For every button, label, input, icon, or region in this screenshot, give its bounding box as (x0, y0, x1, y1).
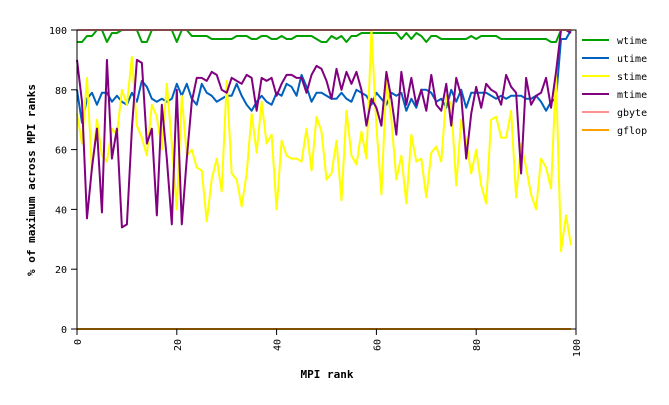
legend-label-mtime: mtime (617, 90, 647, 101)
y-tick-label: 40 (55, 205, 67, 216)
legend-label-stime: stime (617, 72, 647, 83)
series-line-wtime (77, 29, 572, 43)
y-tick-label: 100 (49, 26, 67, 37)
legend-label-gbyte: gbyte (617, 108, 647, 119)
x-tick-label: 100 (572, 339, 583, 357)
series-line-stime (76, 29, 572, 253)
legend-label-utime: utime (617, 54, 647, 65)
series-layer (76, 29, 572, 330)
legend-label-wtime: wtime (617, 36, 647, 47)
legend: wtime utime stime mtime gbyte gflop (582, 36, 647, 137)
x-tick-label: 0 (73, 339, 84, 345)
x-axis-label: MPI rank (301, 368, 354, 381)
y-tick-label: 0 (61, 325, 67, 336)
series-line-mtime (76, 29, 572, 229)
y-tick-label: 20 (55, 265, 67, 276)
y-tick-label: 60 (55, 146, 67, 157)
plot-frame (76, 29, 577, 330)
y-tick-label: 80 (55, 86, 67, 97)
series-line-utime (76, 29, 572, 124)
x-tick-label: 20 (173, 339, 184, 351)
x-tick-label: 60 (372, 339, 383, 351)
y-axis-label: % of maximum across MPI ranks (25, 84, 38, 276)
x-tick-label: 40 (273, 339, 284, 351)
axis-layer: 0 20 40 60 80 100 0 20 40 60 80 100 (49, 26, 583, 357)
x-tick-label: 80 (472, 339, 483, 351)
legend-label-gflop: gflop (617, 126, 647, 137)
